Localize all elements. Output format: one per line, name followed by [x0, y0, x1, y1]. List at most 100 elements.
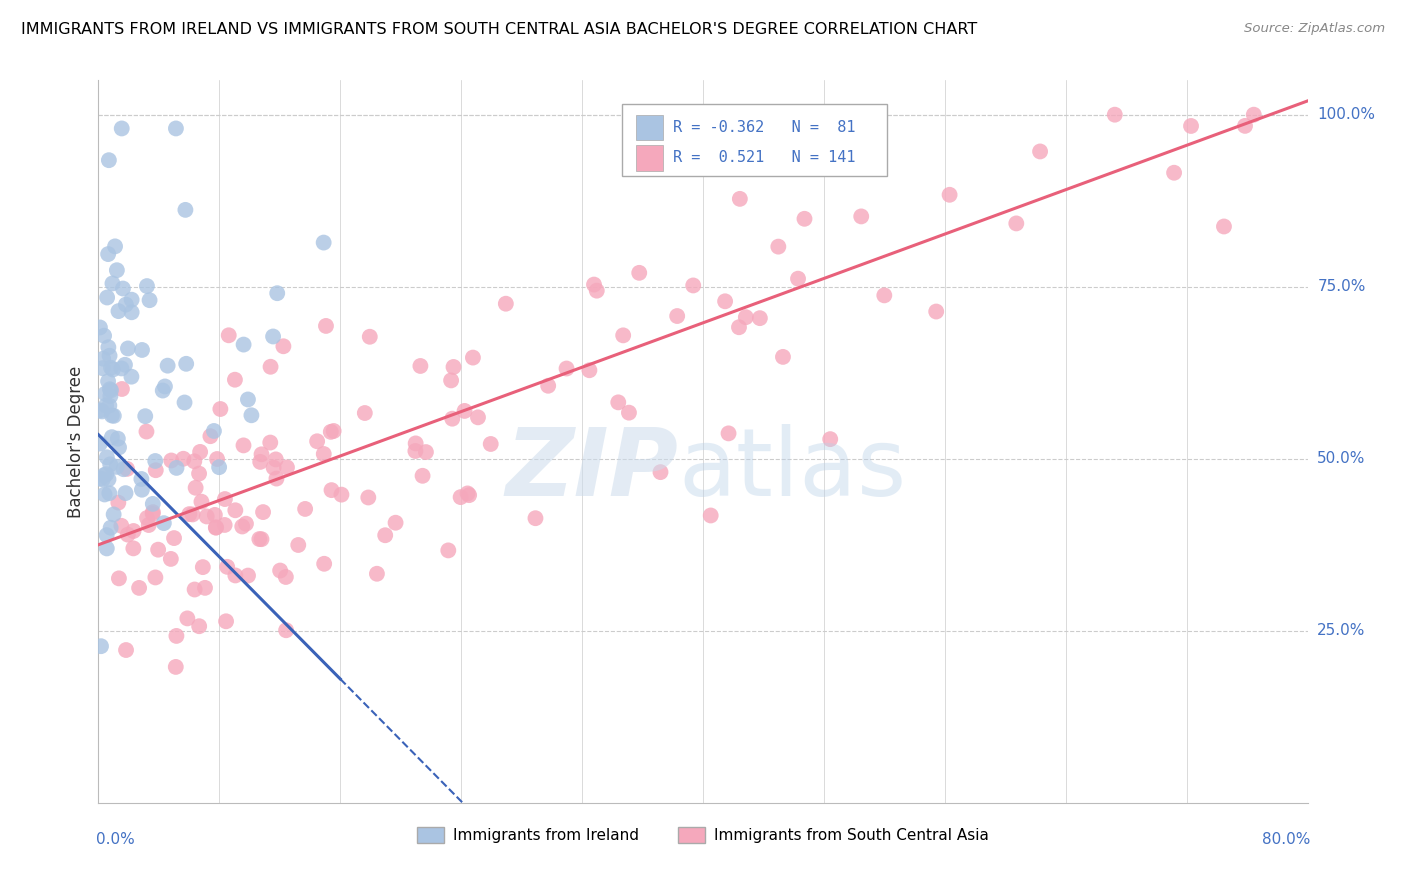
Point	[100, 384, 122, 398]
Point	[938, 187, 960, 202]
Point	[215, 615, 238, 629]
Point	[188, 619, 211, 633]
Point	[851, 210, 873, 224]
Point	[650, 465, 672, 479]
Point	[111, 281, 134, 295]
Point	[98, 382, 121, 396]
Point	[357, 491, 380, 505]
Point	[1029, 145, 1052, 159]
Text: atlas: atlas	[679, 425, 907, 516]
Point	[359, 330, 381, 344]
Point	[714, 294, 737, 309]
Text: IMMIGRANTS FROM IRELAND VS IMMIGRANTS FROM SOUTH CENTRAL ASIA BACHELOR'S DEGREE : IMMIGRANTS FROM IRELAND VS IMMIGRANTS FR…	[21, 22, 977, 37]
Point	[183, 582, 205, 597]
Point	[287, 538, 309, 552]
Text: 50.0%: 50.0%	[1317, 451, 1365, 467]
Text: Source: ZipAtlas.com: Source: ZipAtlas.com	[1244, 22, 1385, 36]
Point	[235, 516, 257, 531]
Point	[249, 455, 271, 469]
Point	[101, 277, 124, 291]
Point	[122, 541, 145, 556]
FancyBboxPatch shape	[621, 104, 887, 176]
Point	[787, 271, 810, 285]
Point	[218, 328, 240, 343]
Point	[165, 629, 187, 643]
Point	[205, 520, 228, 534]
Point	[91, 472, 114, 486]
Point	[699, 508, 721, 523]
Point	[209, 402, 232, 417]
Point	[101, 409, 124, 423]
Point	[145, 570, 167, 584]
Point	[461, 351, 484, 365]
Point	[100, 521, 122, 535]
Point	[91, 404, 114, 418]
Point	[111, 382, 134, 396]
Point	[405, 436, 427, 450]
Point	[100, 360, 122, 375]
Point	[247, 532, 270, 546]
Point	[772, 350, 794, 364]
Point	[441, 411, 464, 425]
Point	[274, 624, 297, 638]
Point	[259, 359, 281, 374]
Point	[190, 494, 212, 508]
Point	[319, 425, 342, 439]
Point	[114, 486, 136, 500]
Point	[165, 121, 187, 136]
Point	[873, 288, 896, 302]
Point	[1005, 216, 1028, 230]
Point	[101, 430, 124, 444]
Point	[224, 503, 246, 517]
Point	[252, 505, 274, 519]
Point	[181, 508, 204, 522]
Point	[97, 153, 120, 168]
Point	[153, 516, 176, 530]
Point	[94, 399, 117, 413]
Point	[205, 452, 228, 467]
Point	[89, 403, 111, 417]
Point	[93, 328, 115, 343]
Point	[143, 454, 166, 468]
Point	[276, 460, 298, 475]
Point	[612, 328, 634, 343]
Point	[307, 434, 329, 449]
Point	[96, 450, 118, 465]
FancyBboxPatch shape	[637, 115, 664, 140]
Point	[97, 472, 120, 486]
Point	[728, 320, 751, 334]
Text: 0.0%: 0.0%	[96, 831, 135, 847]
Point	[236, 568, 259, 582]
Point	[263, 460, 285, 475]
Point	[179, 507, 201, 521]
Point	[353, 406, 375, 420]
Point	[734, 310, 756, 325]
Point	[100, 389, 122, 403]
Point	[142, 507, 165, 521]
Point	[240, 409, 263, 423]
Text: 75.0%: 75.0%	[1317, 279, 1365, 294]
Point	[96, 291, 118, 305]
Point	[214, 491, 236, 506]
Point	[93, 468, 115, 483]
Point	[312, 447, 335, 461]
Point	[204, 508, 226, 522]
Point	[250, 447, 273, 461]
Point	[232, 438, 254, 452]
Point	[555, 361, 578, 376]
Point	[121, 305, 143, 319]
Point	[145, 463, 167, 477]
Point	[142, 505, 165, 519]
Point	[236, 392, 259, 407]
Point	[1163, 166, 1185, 180]
Point	[224, 373, 246, 387]
Point	[94, 386, 117, 401]
Point	[96, 541, 118, 556]
Point	[617, 406, 640, 420]
Point	[250, 532, 273, 546]
Point	[274, 570, 297, 584]
Point	[266, 286, 288, 301]
Point	[269, 564, 291, 578]
Point	[103, 508, 125, 522]
Point	[578, 363, 600, 377]
